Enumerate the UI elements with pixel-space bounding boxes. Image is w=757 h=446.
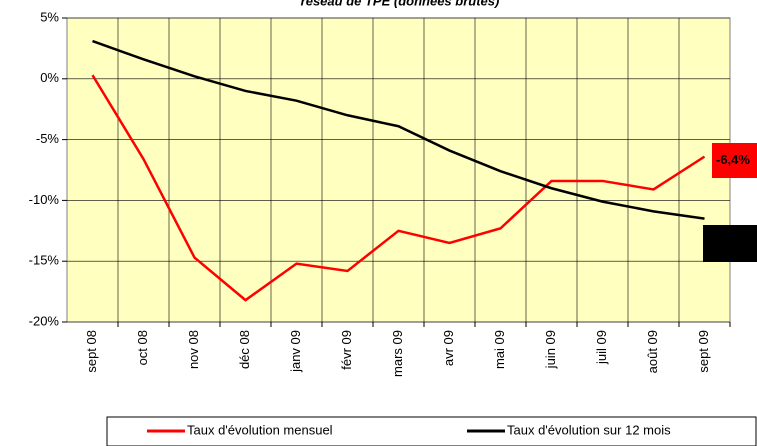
- y-tick-label: -5%: [36, 131, 60, 146]
- y-tick-label: -20%: [29, 313, 60, 328]
- x-tick-label: juin 09: [543, 330, 558, 369]
- x-tick-label: oct 08: [135, 330, 150, 365]
- x-tick-label: avr 09: [441, 330, 456, 366]
- legend-label: Taux d'évolution sur 12 mois: [507, 422, 671, 437]
- x-tick-label: déc 08: [237, 330, 252, 369]
- x-tick-label: sept 08: [84, 330, 99, 373]
- x-tick-label: févr 09: [339, 330, 354, 370]
- data-label: -11,5%: [707, 235, 748, 250]
- line-series: [91, 74, 706, 302]
- data-label: -6,4%: [716, 152, 750, 167]
- data-label-box: [703, 225, 757, 262]
- x-tick-label: juil 09: [594, 330, 609, 365]
- x-tick-label: août 09: [645, 330, 660, 373]
- y-tick-label: -15%: [29, 253, 60, 268]
- x-tick-label: mars 09: [390, 330, 405, 377]
- legend-box: [106, 416, 757, 446]
- legend-label: Taux d'évolution mensuel: [187, 422, 333, 437]
- x-tick-label: mai 09: [492, 330, 507, 369]
- y-tick-label: 5%: [40, 9, 59, 24]
- x-tick-label: sept 09: [696, 330, 711, 373]
- data-label-box: [712, 143, 757, 178]
- line-series: [92, 39, 705, 220]
- plot-area: [66, 17, 731, 323]
- x-tick-label: nov 08: [186, 330, 201, 369]
- x-tick-label: janv 09: [288, 330, 303, 373]
- chart-title: réseau de TPE (données brutes): [301, 0, 500, 8]
- y-tick-label: -10%: [29, 192, 60, 207]
- y-tick-label: 0%: [40, 70, 59, 85]
